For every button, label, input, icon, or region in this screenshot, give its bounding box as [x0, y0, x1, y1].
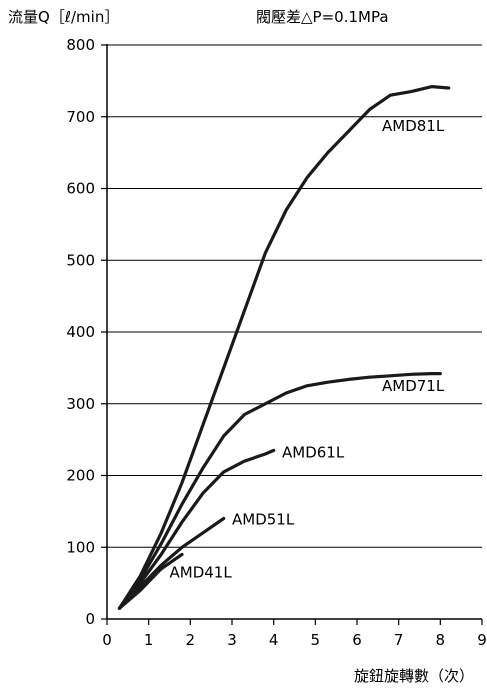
y-tick-label: 800	[66, 36, 95, 54]
y-tick-label: 200	[66, 467, 95, 485]
y-tick-label: 500	[66, 251, 95, 269]
series-label-amd71l: AMD71L	[382, 377, 445, 395]
series-labels: AMD81L AMD71L AMD61L AMD51L AMD41L	[170, 117, 445, 581]
x-tick-label: 9	[477, 631, 487, 649]
y-tick-label: 0	[85, 610, 95, 628]
x-tick-label: 8	[436, 631, 446, 649]
y-tick-label: 700	[66, 108, 95, 126]
x-tick-label: 4	[269, 631, 279, 649]
series-label-amd81l: AMD81L	[382, 117, 445, 135]
x-tick-label: 7	[394, 631, 404, 649]
series-label-amd51l: AMD51L	[232, 510, 295, 528]
x-tick-label: 3	[227, 631, 237, 649]
x-tick-label: 0	[102, 631, 112, 649]
series-lines	[120, 87, 449, 609]
series-label-amd41l: AMD41L	[170, 563, 233, 581]
y-tick-label: 400	[66, 323, 95, 341]
series-label-amd61l: AMD61L	[282, 444, 345, 462]
y-tick-label: 100	[66, 538, 95, 556]
x-tick-label: 6	[352, 631, 362, 649]
x-tick-label: 2	[186, 631, 196, 649]
x-tick-label: 5	[311, 631, 321, 649]
series-line-amd71l	[120, 374, 441, 609]
y-tick-label: 600	[66, 180, 95, 198]
x-tick-label: 1	[144, 631, 154, 649]
y-tick-label: 300	[66, 395, 95, 413]
